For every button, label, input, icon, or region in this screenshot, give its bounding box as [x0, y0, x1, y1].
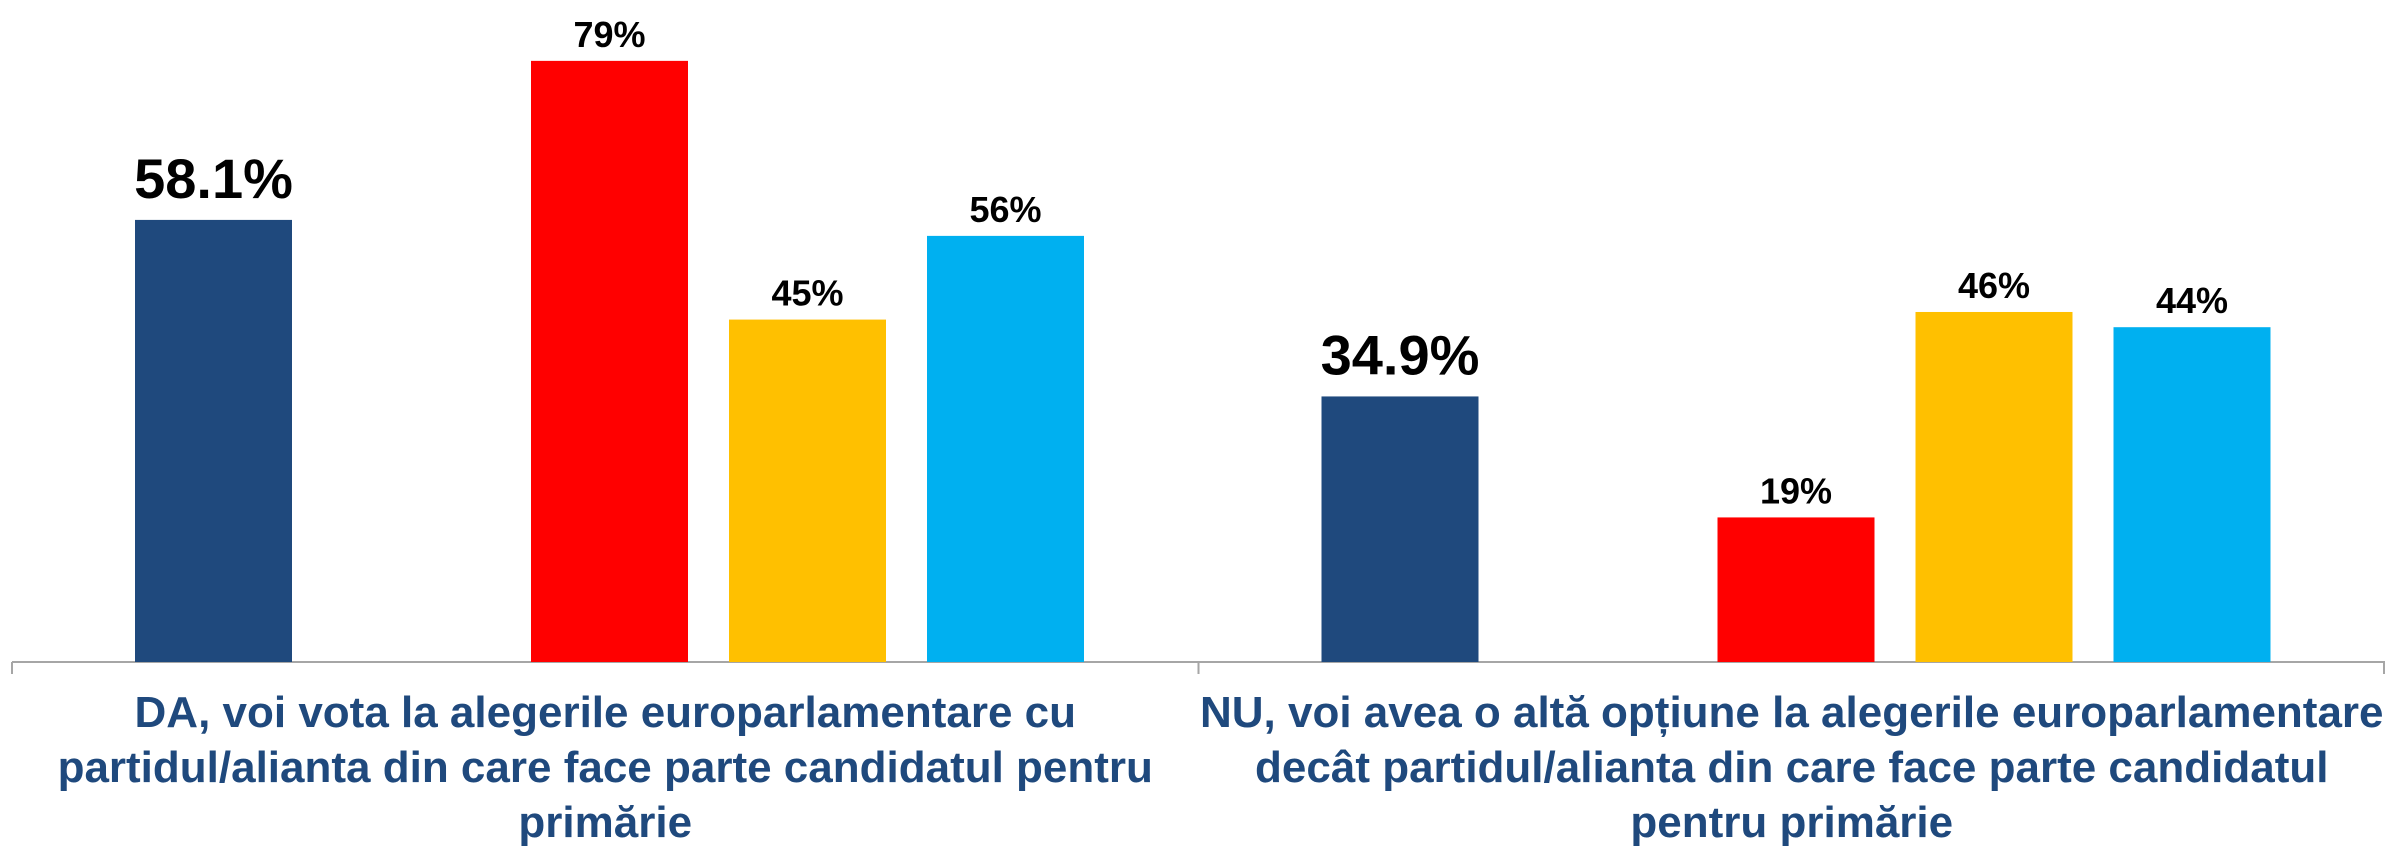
bar — [2113, 327, 2271, 662]
value-label: 79% — [573, 14, 645, 55]
category-label: NU, voi avea o altă opțiune la alegerile… — [1199, 688, 2384, 847]
bar — [135, 219, 292, 662]
value-label: 58.1% — [134, 147, 293, 210]
value-label: 56% — [969, 189, 1041, 230]
bar — [1915, 311, 2073, 662]
value-label: 44% — [2156, 280, 2228, 321]
value-label: 19% — [1760, 470, 1832, 511]
category-label: DA, voi vota la alegerile europarlamenta… — [57, 688, 1153, 847]
bar — [729, 319, 886, 662]
bar — [531, 60, 688, 663]
value-label: 45% — [771, 273, 843, 314]
value-label: 34.9% — [1321, 323, 1480, 386]
bar — [1321, 396, 1479, 662]
bar — [927, 235, 1084, 662]
value-label: 46% — [1958, 265, 2030, 306]
bar — [1717, 517, 1875, 662]
